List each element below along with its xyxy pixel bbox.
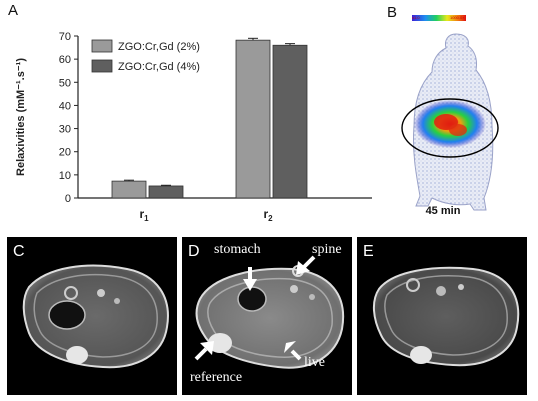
bar-r2-series-2 xyxy=(272,44,308,199)
y-tick-label: 10 xyxy=(59,170,71,182)
mri-panel-d: D stomach spine reference live xyxy=(182,237,352,395)
colorbar-min-label: x1.0 xyxy=(412,15,420,20)
legend-label-1: ZGO:Cr,Gd (2%) xyxy=(118,41,200,53)
spine-arrow xyxy=(296,255,316,275)
stomach-label: stomach xyxy=(214,242,261,257)
y-tick-label: 70 xyxy=(59,31,71,43)
panel-letter-e: E xyxy=(363,243,374,260)
legend-swatch-2 xyxy=(91,59,113,73)
live-arrow xyxy=(284,341,302,361)
reference-label: reference xyxy=(190,370,243,385)
y-tick-label: 20 xyxy=(59,147,71,159)
legend-swatch-1 xyxy=(91,39,113,53)
y-tick-label: 30 xyxy=(59,124,71,136)
y-tick-label: 50 xyxy=(59,77,71,89)
time-label: 45 min xyxy=(425,205,461,217)
stomach-arrow xyxy=(243,267,257,291)
panel-letter-d: D xyxy=(188,243,200,260)
reference-tube-d xyxy=(208,333,232,353)
colorbar xyxy=(412,15,466,21)
x-tick-label-r2: r2 xyxy=(263,207,273,223)
relaxivity-bar-chart: 0 10 20 30 40 50 60 70 Relaxivities (mM⁻¹.s⁻¹) r1… xyxy=(15,31,372,223)
mouse-luminescence-image xyxy=(398,6,526,228)
mri-panel-c: C xyxy=(7,237,177,395)
y-tick-label: 60 xyxy=(59,54,71,66)
reference-tube-e xyxy=(410,346,432,364)
bar-r1-series-1 xyxy=(111,180,147,199)
x-tick-label-r1: r1 xyxy=(139,207,149,223)
legend-label-2: ZGO:Cr,Gd (4%) xyxy=(118,61,200,73)
reference-arrow xyxy=(194,341,214,361)
panel-letter-c: C xyxy=(13,243,25,260)
bar-r1-series-2 xyxy=(148,185,184,199)
bar-r2-series-1 xyxy=(235,39,271,199)
spine-label: spine xyxy=(312,242,342,257)
y-tick-label: 0 xyxy=(65,193,71,205)
panel-letter-b: B xyxy=(387,4,398,21)
y-axis-label: Relaxivities (mM⁻¹.s⁻¹) xyxy=(15,58,27,176)
roi-ellipse xyxy=(401,98,499,158)
reference-tube-c xyxy=(66,346,88,364)
mri-panel-e: E xyxy=(357,237,527,395)
live-label: live xyxy=(304,355,325,370)
panel-letter-a: A xyxy=(8,2,19,19)
colorbar-max-label: 1000.0× xyxy=(450,15,465,20)
y-tick-label: 40 xyxy=(59,100,71,112)
